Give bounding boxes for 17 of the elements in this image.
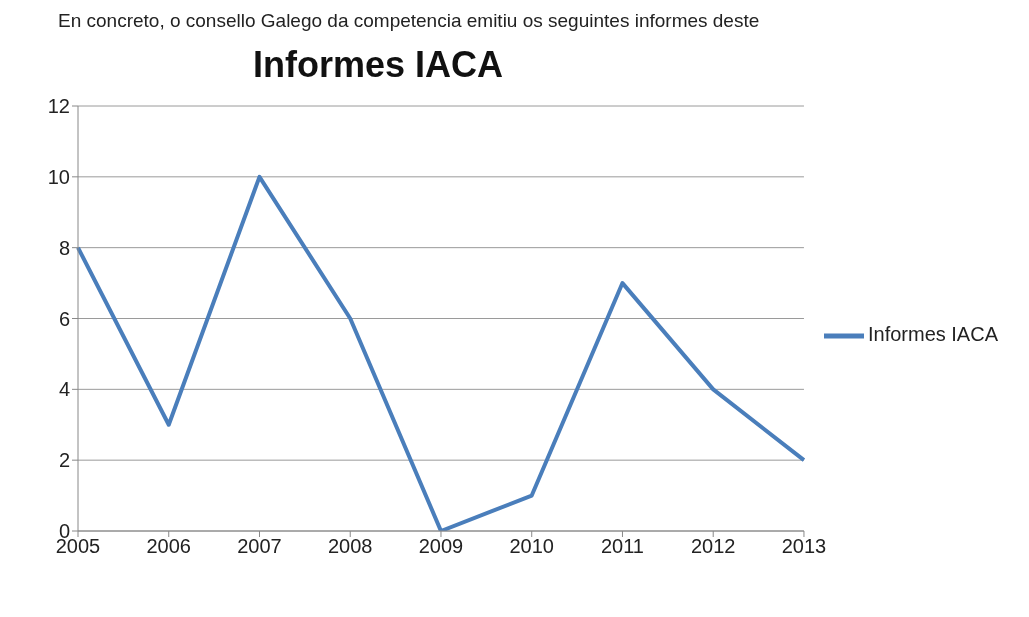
legend-label: Informes IACA (867, 323, 998, 346)
y-tick-label: 8 (58, 236, 70, 259)
x-tick-label: 2012 (690, 535, 736, 558)
chart-title: Informes IACA (252, 44, 504, 86)
x-tick-label: 2006 (146, 535, 191, 558)
y-tick-label: 2 (58, 449, 70, 472)
x-tick-label: 2007 (237, 535, 282, 558)
x-tick-label: 2013 (781, 535, 827, 558)
x-tick-label: 2010 (509, 535, 554, 558)
x-tick-label: 2008 (327, 535, 373, 558)
text: En concreto, o consello Galego da competencia emitiu os seguintes informes deste (57, 9, 761, 33)
y-tick-label: 12 (47, 95, 70, 118)
y-tick-label: 4 (58, 378, 70, 401)
x-tick-label: 2009 (418, 535, 464, 558)
x-tick-label: 2011 (600, 535, 644, 558)
y-tick-label: 6 (58, 307, 70, 330)
y-tick-label: 10 (47, 165, 70, 188)
